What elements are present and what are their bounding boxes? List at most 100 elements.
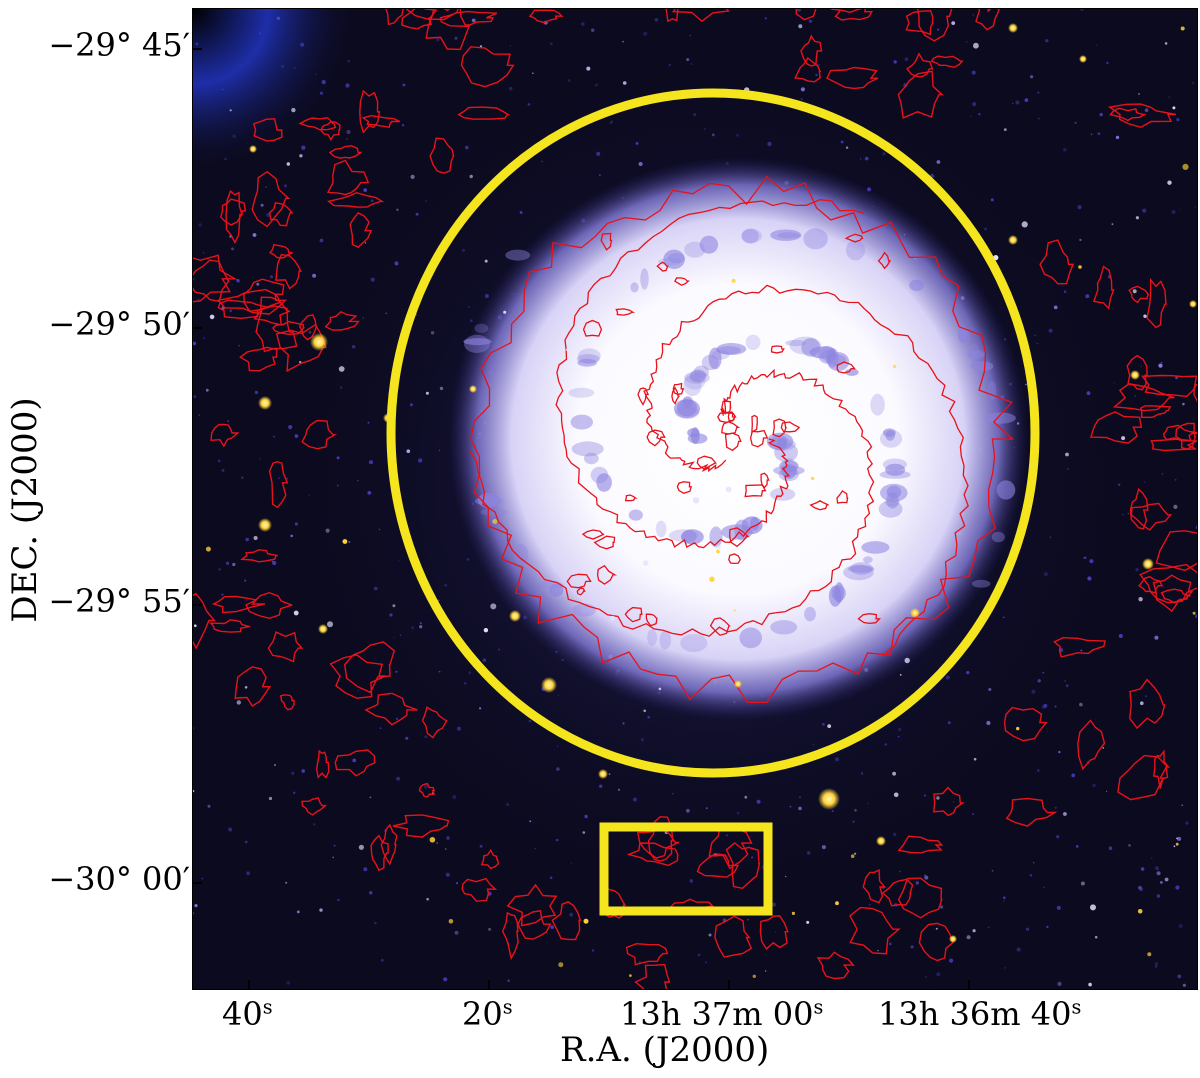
inner-contour [709,617,731,636]
arm-patch [549,583,564,597]
speckle [313,823,316,826]
speckle [347,59,351,63]
speckle [815,73,818,77]
arm-patch [681,529,704,545]
speckle [751,856,754,859]
arm-patch [770,229,802,241]
speckle [252,233,257,237]
speckle [411,626,415,630]
speckle [697,953,701,957]
speckle [555,838,559,842]
speckle [465,145,469,150]
speckle [796,9,801,12]
x-tick-1 [248,980,250,990]
speckle [498,648,500,651]
outer-contour [800,34,823,67]
speckle [1106,61,1109,65]
star [258,518,272,532]
outer-contour [401,9,438,30]
speckle [834,757,840,762]
speckle [265,186,267,188]
speckle [443,977,448,982]
outer-contour [881,878,914,907]
speckle [610,120,613,123]
arm-patch [831,585,846,602]
speckle [238,344,241,347]
star [469,385,477,393]
speckle [253,535,258,541]
speckle [711,133,715,137]
speckle [1168,96,1170,98]
outer-contour [506,883,558,927]
speckle [1067,468,1069,470]
speckle [940,905,944,909]
speckle [246,871,250,876]
speckle [866,802,869,805]
speckle [336,456,340,460]
speckle [672,792,674,795]
outer-contour [234,666,272,707]
small-star [558,962,564,968]
small-star [731,278,736,283]
speckle [988,688,992,691]
small-star [492,519,498,524]
y-tick-4 [192,882,202,884]
outer-contour [343,641,396,694]
speckle [859,158,862,160]
speckle [394,261,399,266]
speckle [1185,821,1189,825]
small-star [643,709,646,713]
arm-patch [741,228,759,244]
arm-patch [568,387,595,398]
speckle [1080,649,1083,652]
speckle [1047,731,1049,733]
speckle [488,927,492,931]
speckle [278,477,280,480]
speckle [1113,382,1115,384]
arm-patch [984,412,1016,424]
speckle [1057,981,1062,987]
speckle [541,160,543,163]
speckle [268,796,273,801]
outer-contour [245,591,293,620]
outer-contour [220,198,247,226]
speckle [1195,525,1197,530]
speckle [1156,894,1161,898]
region-ellipse [386,88,1040,778]
speckle [1145,695,1147,698]
outer-contour [480,848,500,870]
speckle [689,879,693,883]
inner-contour [581,529,605,540]
speckle [438,449,441,452]
star [310,333,328,351]
speckle [1037,769,1040,772]
small-star [709,576,715,582]
small-star [806,920,810,924]
speckle [300,42,305,47]
speckle [269,275,274,279]
star [598,769,608,779]
speckle [218,568,221,571]
arm-patch [845,240,866,261]
star [541,677,557,693]
speckle [430,331,435,335]
speckle [1134,395,1136,397]
speckle [1080,9,1084,12]
speckle [1090,133,1093,135]
outer-contour [834,9,874,21]
speckle [392,604,396,608]
speckle [418,458,423,463]
inner-contour [728,553,741,565]
y-tick-2 [192,327,202,329]
outer-contour [392,814,450,838]
speckle [314,73,317,75]
small-star [1090,904,1096,911]
speckle [1173,504,1178,509]
speckle [254,390,259,395]
arm-patch [996,480,1016,500]
speckle [368,460,374,465]
speckle [1041,705,1046,709]
outer-contour [1146,277,1167,329]
arm-patch [745,334,761,350]
small-star [565,348,569,351]
